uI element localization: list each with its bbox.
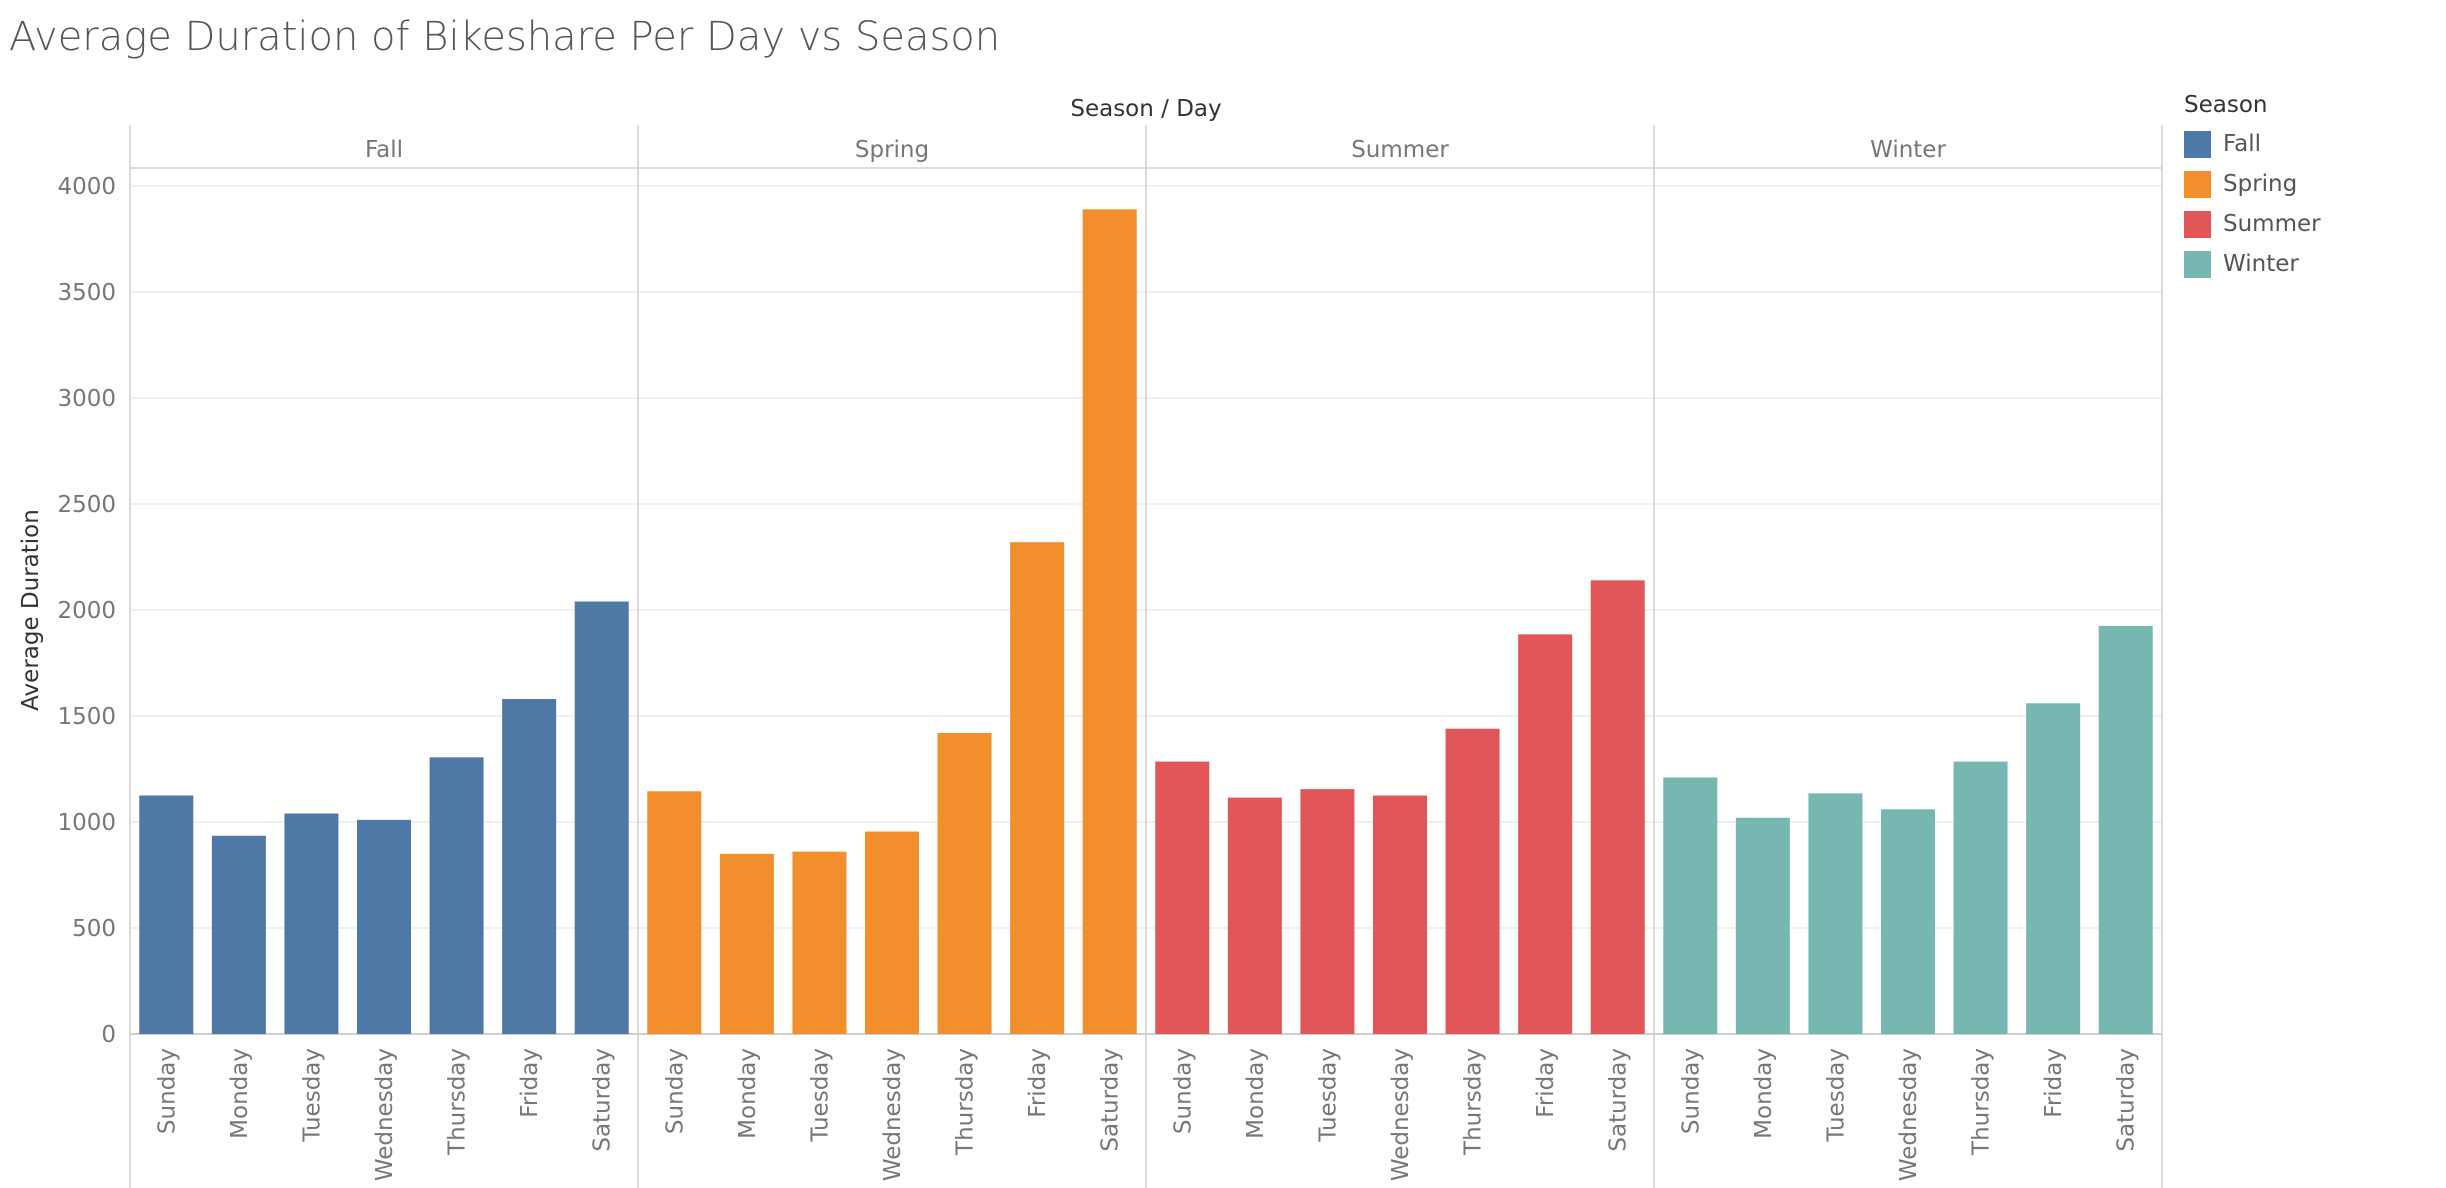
x-tick-label: Thursday (1461, 1048, 1487, 1156)
bar-fall-wednesday (357, 819, 411, 1034)
bar-spring-friday (1010, 542, 1065, 1034)
legend-swatch (2184, 130, 2211, 158)
bar-winter-wednesday (1881, 809, 1935, 1034)
bar-summer-sunday (1155, 761, 1210, 1034)
legend-swatch (2184, 250, 2211, 278)
y-axis-title: Average Duration (18, 509, 44, 711)
x-tick-label: Friday (517, 1048, 543, 1118)
bar-spring-sunday (647, 791, 702, 1034)
legend-item-fall[interactable]: Fall (2184, 124, 2321, 164)
y-tick-label: 0 (101, 1022, 116, 1048)
y-tick-label: 1000 (57, 810, 116, 836)
bar-summer-wednesday (1373, 795, 1427, 1034)
bar-spring-thursday (937, 732, 992, 1034)
y-tick-label: 4000 (57, 174, 116, 200)
bar-winter-friday (2026, 703, 2081, 1034)
x-tick-label: Sunday (1678, 1048, 1704, 1134)
x-tick-label: Saturday (1098, 1048, 1124, 1152)
bar-fall-sunday (139, 795, 194, 1034)
bar-summer-monday (1227, 797, 1282, 1034)
legend: Season Fall Spring Summer Winter (2184, 92, 2321, 284)
bar-spring-monday (719, 853, 774, 1034)
legend-title: Season (2184, 92, 2268, 118)
bar-spring-tuesday (792, 851, 847, 1034)
x-tick-label: Thursday (1969, 1048, 1995, 1156)
legend-swatch (2184, 210, 2211, 238)
x-tick-label: Monday (1751, 1048, 1777, 1139)
bar-spring-wednesday (865, 831, 919, 1034)
panel-header-spring: Spring (855, 137, 929, 163)
x-tick-label: Wednesday (1896, 1048, 1922, 1181)
bar-spring-saturday (1082, 209, 1137, 1034)
bar-winter-sunday (1663, 777, 1718, 1034)
legend-swatch (2184, 170, 2211, 198)
bar-winter-tuesday (1808, 793, 1863, 1034)
bar-fall-tuesday (284, 813, 339, 1034)
bar-fall-monday (211, 835, 266, 1034)
bar-fall-thursday (429, 757, 484, 1034)
bar-summer-friday (1518, 634, 1573, 1034)
panel-header-winter: Winter (1870, 137, 1946, 163)
legend-label: Summer (2223, 211, 2321, 237)
x-tick-label: Tuesday (1823, 1048, 1849, 1143)
x-tick-label: Thursday (445, 1048, 471, 1156)
x-tick-label: Friday (1025, 1048, 1051, 1118)
chart-title: Average Duration of Bikeshare Per Day vs… (9, 14, 1001, 60)
x-tick-label: Sunday (1170, 1048, 1196, 1134)
legend-label: Fall (2223, 131, 2261, 157)
y-tick-label: 2000 (57, 598, 116, 624)
legend-label: Spring (2223, 171, 2298, 197)
x-tick-label: Wednesday (372, 1048, 398, 1181)
y-tick-label: 3000 (57, 386, 116, 412)
x-tick-label: Tuesday (299, 1048, 325, 1143)
legend-item-winter[interactable]: Winter (2184, 244, 2321, 284)
column-header: Season / Day (1070, 96, 1221, 122)
bar-winter-thursday (1953, 761, 2008, 1034)
x-tick-label: Sunday (662, 1048, 688, 1134)
y-tick-label: 1500 (57, 704, 116, 730)
x-tick-label: Saturday (590, 1048, 616, 1152)
panel-header-fall: Fall (365, 137, 403, 163)
bar-fall-saturday (574, 601, 629, 1034)
x-tick-label: Tuesday (807, 1048, 833, 1143)
bar-winter-saturday (2098, 625, 2153, 1034)
x-tick-label: Monday (1243, 1048, 1269, 1139)
legend-label: Winter (2223, 251, 2299, 277)
x-tick-label: Tuesday (1315, 1048, 1341, 1143)
x-tick-label: Wednesday (1388, 1048, 1414, 1181)
x-tick-label: Friday (2041, 1048, 2067, 1118)
y-tick-label: 500 (72, 916, 116, 942)
legend-item-spring[interactable]: Spring (2184, 164, 2321, 204)
bar-summer-saturday (1590, 580, 1645, 1034)
x-tick-label: Wednesday (880, 1048, 906, 1181)
legend-items: Fall Spring Summer Winter (2184, 124, 2321, 284)
y-tick-label: 2500 (57, 492, 116, 518)
bar-fall-friday (502, 699, 557, 1034)
bar-summer-thursday (1445, 728, 1500, 1034)
bar-summer-tuesday (1300, 789, 1355, 1034)
legend-item-summer[interactable]: Summer (2184, 204, 2321, 244)
y-tick-label: 3500 (57, 280, 116, 306)
bar-winter-monday (1735, 817, 1790, 1034)
x-tick-label: Monday (735, 1048, 761, 1139)
panel-header-summer: Summer (1351, 137, 1449, 163)
x-tick-label: Saturday (2114, 1048, 2140, 1152)
x-tick-label: Thursday (953, 1048, 979, 1156)
x-tick-label: Sunday (154, 1048, 180, 1134)
x-tick-label: Saturday (1606, 1048, 1632, 1152)
x-tick-label: Friday (1533, 1048, 1559, 1118)
x-tick-label: Monday (227, 1048, 253, 1139)
